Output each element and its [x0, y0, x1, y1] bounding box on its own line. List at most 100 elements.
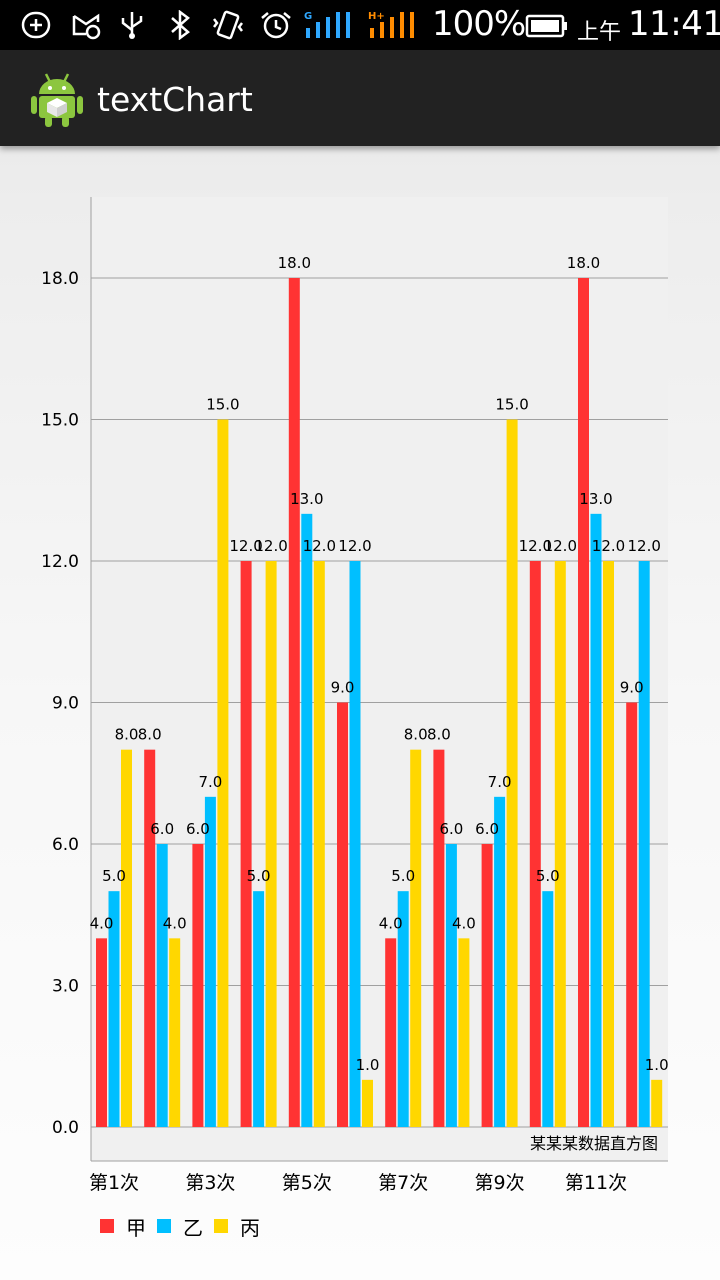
- legend-swatch: [214, 1219, 228, 1233]
- bar: [385, 938, 397, 1127]
- bar: [265, 561, 277, 1127]
- bar: [638, 561, 650, 1127]
- data-label: 13.0: [579, 490, 612, 508]
- x-tick-label: 第5次: [282, 1172, 332, 1194]
- bar-chart: 0.03.06.09.012.015.018.0 4.05.08.0 8.06.0…: [41, 197, 669, 1240]
- signal-g-icon: G: [304, 11, 350, 38]
- app-title: textChart: [97, 80, 253, 119]
- bar: [253, 891, 265, 1127]
- bar: [529, 561, 541, 1127]
- bar: [301, 513, 313, 1127]
- y-tick-label: 3.0: [52, 977, 79, 997]
- bar: [481, 844, 493, 1127]
- data-label: 15.0: [206, 396, 239, 414]
- android-app-icon[interactable]: [30, 70, 84, 128]
- y-tick-label: 6.0: [52, 835, 79, 855]
- data-label: 18.0: [567, 254, 600, 272]
- bar: [626, 702, 638, 1127]
- data-label: 5.0: [102, 867, 126, 885]
- data-label: 6.0: [150, 820, 174, 838]
- x-tick-label: 第7次: [378, 1172, 428, 1194]
- data-label: 12.0: [303, 537, 336, 555]
- bar: [651, 1079, 663, 1127]
- data-label: 9.0: [331, 679, 355, 697]
- bar: [542, 891, 554, 1127]
- bar: [433, 749, 445, 1127]
- svg-text:G: G: [304, 11, 312, 22]
- mail-sync-icon: [72, 13, 101, 40]
- legend-swatch: [100, 1219, 114, 1233]
- status-time: 11:41: [628, 4, 720, 44]
- data-label: 6.0: [439, 820, 463, 838]
- bar: [445, 844, 457, 1127]
- data-label: 8.0: [115, 726, 139, 744]
- status-bar: G H+ 100% 上午 11:41: [0, 0, 720, 50]
- data-label: 8.0: [138, 726, 162, 744]
- bar: [578, 278, 589, 1127]
- data-label: 5.0: [391, 867, 415, 885]
- bar: [288, 278, 300, 1127]
- data-label: 8.0: [427, 726, 451, 744]
- bar: [410, 749, 422, 1127]
- data-label: 7.0: [198, 773, 222, 791]
- vibrate-icon: [213, 10, 243, 40]
- legend-label: 乙: [183, 1216, 203, 1240]
- bar: [96, 938, 107, 1127]
- data-label: 1.0: [356, 1056, 380, 1074]
- x-tick-labels: 第1次 第3次 第5次 第7次 第9次 第11次: [89, 1172, 627, 1194]
- bars: [96, 278, 663, 1127]
- bar: [590, 513, 602, 1127]
- y-tick-label: 9.0: [52, 694, 79, 714]
- legend-swatch: [157, 1219, 171, 1233]
- x-tick-label: 第1次: [89, 1172, 139, 1194]
- data-labels: 4.05.08.0 8.06.04.06.07.015.012.05.012.01…: [90, 254, 669, 1074]
- signal-hplus-icon: H+: [368, 11, 414, 38]
- bar: [494, 796, 506, 1127]
- legend-label: 丙: [240, 1216, 260, 1240]
- y-tick-label: 15.0: [41, 411, 79, 431]
- battery-icon: [525, 14, 567, 38]
- status-ampm: 上午: [577, 20, 622, 45]
- data-label: 4.0: [379, 914, 403, 932]
- y-tick-label: 0.0: [52, 1118, 79, 1138]
- data-label: 12.0: [627, 537, 660, 555]
- bar: [144, 749, 156, 1127]
- bar: [121, 749, 132, 1127]
- usb-icon: [121, 12, 143, 39]
- data-label: 18.0: [278, 254, 311, 272]
- bar: [240, 561, 252, 1127]
- y-tick-label: 18.0: [41, 269, 79, 289]
- bar: [313, 561, 325, 1127]
- data-label: 15.0: [495, 396, 528, 414]
- data-label: 13.0: [290, 490, 323, 508]
- bar: [169, 938, 181, 1127]
- x-tick-label: 第11次: [565, 1172, 627, 1194]
- bar: [554, 561, 566, 1127]
- data-label: 12.0: [544, 537, 577, 555]
- bar: [192, 844, 204, 1127]
- data-label: 12.0: [592, 537, 625, 555]
- data-label: 6.0: [475, 820, 499, 838]
- legend-label: 甲: [126, 1216, 146, 1240]
- x-tick-label: 第3次: [185, 1172, 235, 1194]
- svg-text:H+: H+: [368, 11, 385, 22]
- data-label: 12.0: [254, 537, 287, 555]
- data-label: 1.0: [645, 1056, 669, 1074]
- legend: 甲乙丙: [100, 1216, 260, 1240]
- x-tick-label: 第9次: [475, 1172, 525, 1194]
- bar: [506, 419, 518, 1127]
- bar: [108, 891, 120, 1127]
- bar: [397, 891, 409, 1127]
- data-label: 4.0: [163, 914, 187, 932]
- data-label: 8.0: [404, 726, 428, 744]
- bar: [217, 419, 229, 1127]
- bar: [349, 561, 361, 1127]
- y-tick-labels: 0.0 3.0 6.0 9.0 12.0 15.0 18.0: [41, 269, 79, 1138]
- bar: [204, 796, 216, 1127]
- bluetooth-icon: [171, 10, 190, 40]
- data-label: 5.0: [247, 867, 271, 885]
- alarm-icon: [261, 12, 291, 39]
- y-tick-label: 12.0: [41, 552, 79, 572]
- battery-percent: 100%: [432, 4, 526, 44]
- data-label: 4.0: [90, 914, 114, 932]
